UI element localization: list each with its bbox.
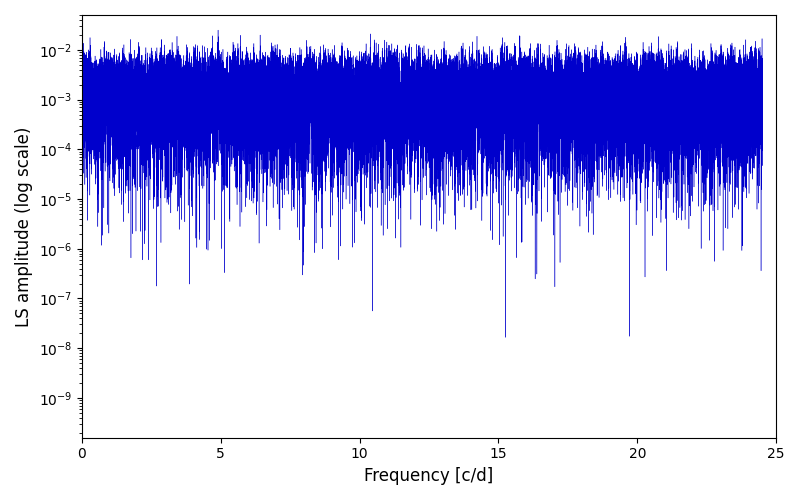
Y-axis label: LS amplitude (log scale): LS amplitude (log scale) bbox=[15, 126, 33, 326]
X-axis label: Frequency [c/d]: Frequency [c/d] bbox=[364, 467, 494, 485]
